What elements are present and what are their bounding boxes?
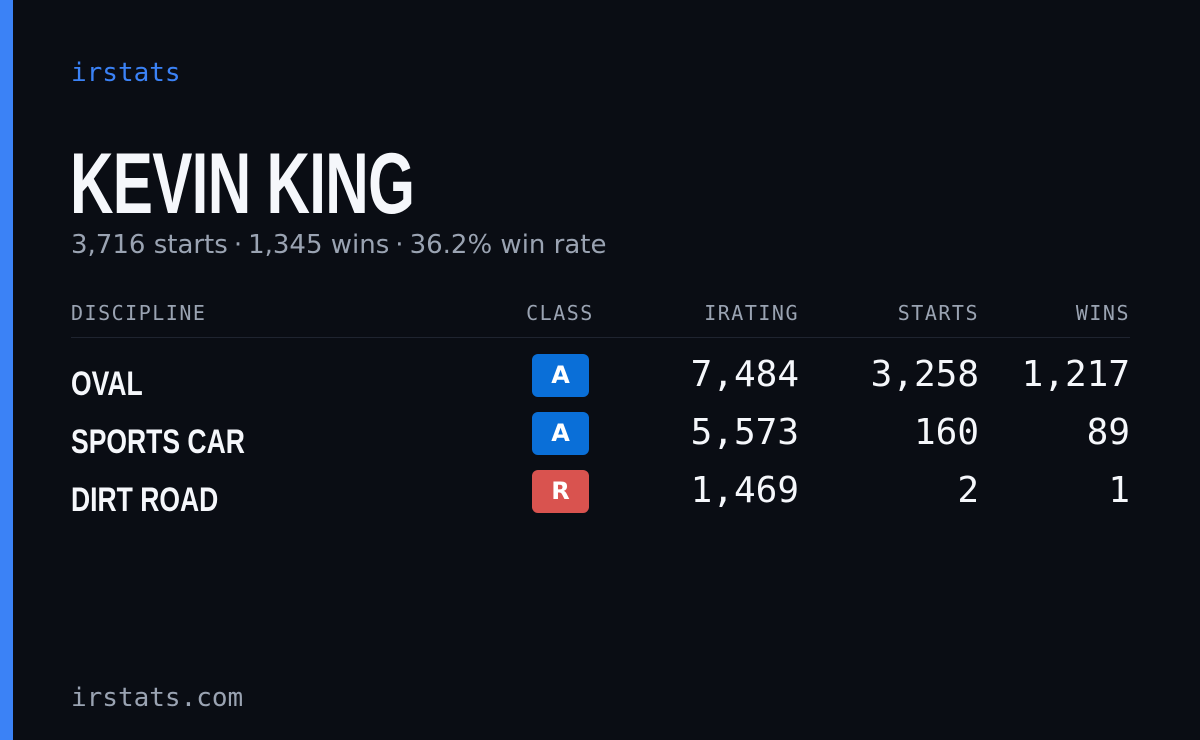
wins-value: 89	[1086, 412, 1130, 453]
discipline-name: OVAL	[71, 365, 143, 403]
header-discipline: DISCIPLINE	[71, 301, 207, 325]
accent-bar	[0, 0, 13, 740]
discipline-name: SPORTS CAR	[71, 423, 245, 461]
header-starts: STARTS	[897, 301, 979, 325]
header-wins: WINS	[1075, 301, 1130, 325]
table-row: DIRT ROAD R 1,469 2 1	[71, 468, 1130, 526]
total-wins: 1,345 wins	[248, 230, 390, 260]
starts-value: 160	[913, 412, 979, 453]
starts-value: 3,258	[870, 354, 979, 395]
header-irating: IRATING	[704, 301, 799, 325]
discipline-name: DIRT ROAD	[71, 481, 219, 519]
irating-value: 1,469	[690, 470, 799, 511]
class-badge: R	[532, 470, 589, 513]
total-starts: 3,716 starts	[71, 230, 228, 260]
table-row: OVAL A 7,484 3,258 1,217	[71, 352, 1130, 410]
class-badge: A	[532, 354, 589, 397]
driver-summary: 3,716 starts · 1,345 wins · 36.2% win rate	[71, 228, 606, 262]
driver-name: KEVIN KING	[70, 136, 415, 232]
separator: ·	[233, 230, 243, 260]
starts-value: 2	[957, 470, 979, 511]
win-rate: 36.2% win rate	[409, 230, 607, 260]
brand-logo[interactable]: irstats	[71, 58, 181, 88]
wins-value: 1	[1108, 470, 1130, 511]
irating-value: 5,573	[690, 412, 799, 453]
table-header: DISCIPLINE CLASS IRATING STARTS WINS	[71, 296, 1130, 338]
wins-value: 1,217	[1021, 354, 1130, 395]
class-badge: A	[532, 412, 589, 455]
irating-value: 7,484	[690, 354, 799, 395]
discipline-table: DISCIPLINE CLASS IRATING STARTS WINS OVA…	[71, 296, 1130, 519]
header-class: CLASS	[526, 301, 594, 325]
footer-url[interactable]: irstats.com	[71, 683, 244, 713]
table-row: SPORTS CAR A 5,573 160 89	[71, 410, 1130, 468]
separator: ·	[395, 230, 404, 260]
